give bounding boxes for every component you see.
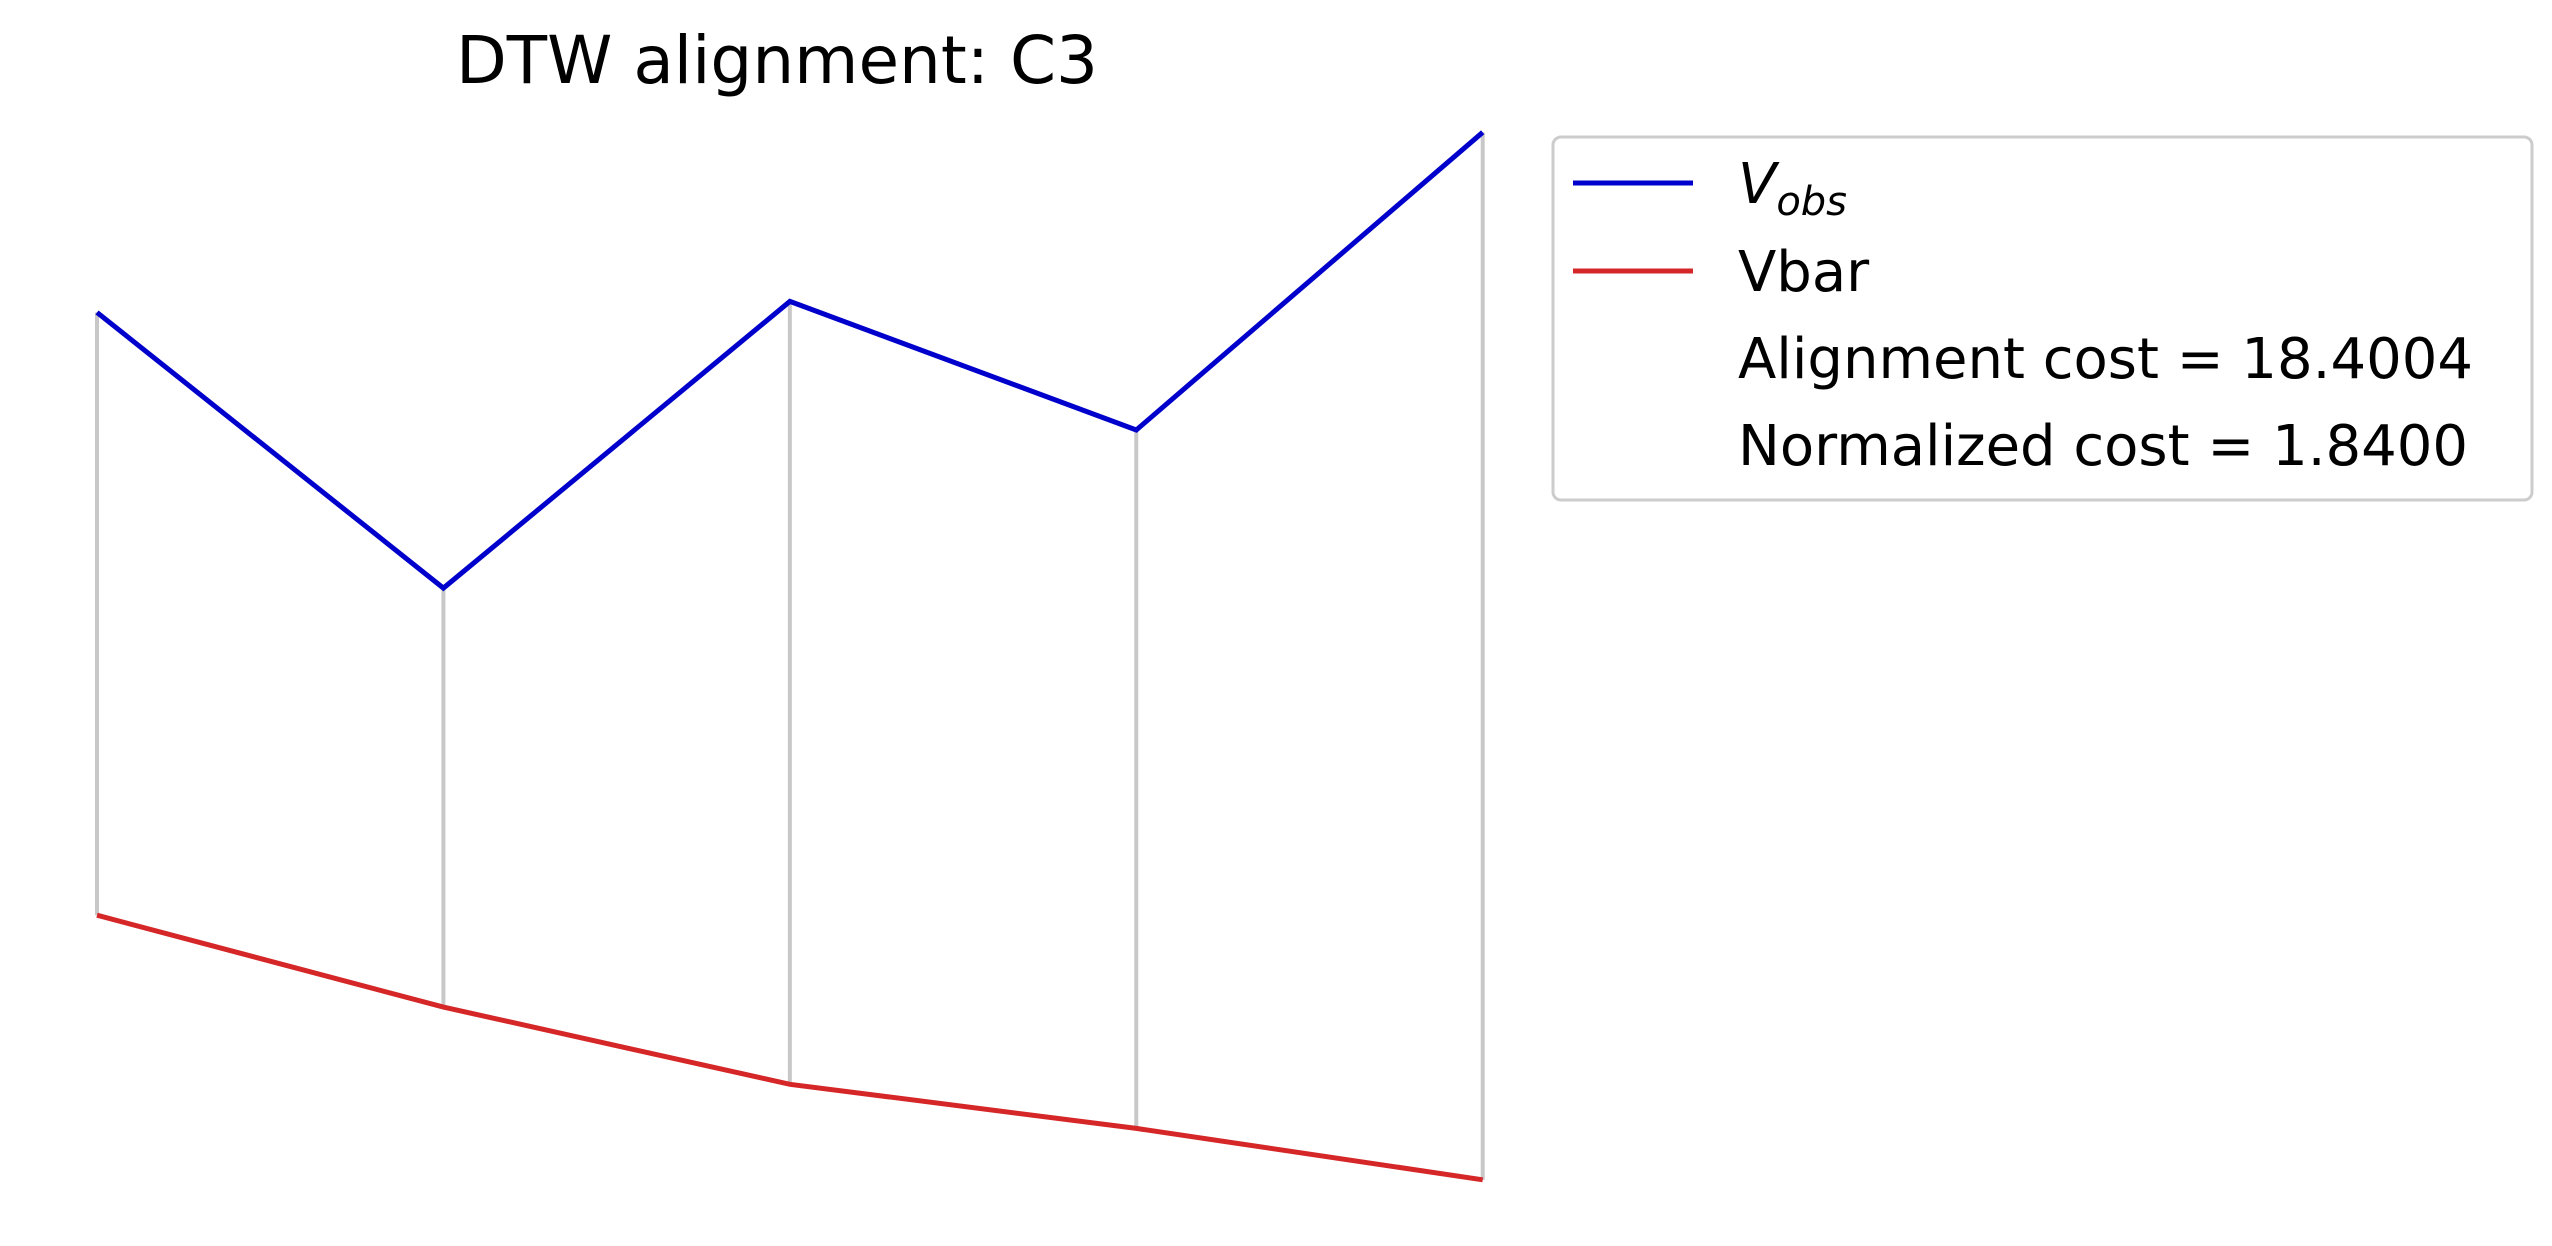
legend-label-vobs: Vobs <box>1738 152 1847 225</box>
legend-label-vobs-subscript: obs <box>1776 179 1847 225</box>
chart-title: DTW alignment: C3 <box>456 22 1098 99</box>
series-lines <box>95 130 1485 1183</box>
legend-alignment-cost: Alignment cost = 18.4004 <box>1738 327 2473 392</box>
series-line-vbar <box>96 912 1484 1183</box>
legend-label-vobs-base: V <box>1738 152 1780 217</box>
series-line-vobs <box>95 130 1485 592</box>
legend-normalized-cost: Normalized cost = 1.8400 <box>1738 414 2468 479</box>
legend-label-vbar: Vbar <box>1738 240 1870 305</box>
legend: Vobs Vbar Alignment cost = 18.4004 Norma… <box>1551 135 2534 502</box>
legend-frame <box>1551 135 2534 502</box>
alignment-connectors <box>95 132 1485 1180</box>
